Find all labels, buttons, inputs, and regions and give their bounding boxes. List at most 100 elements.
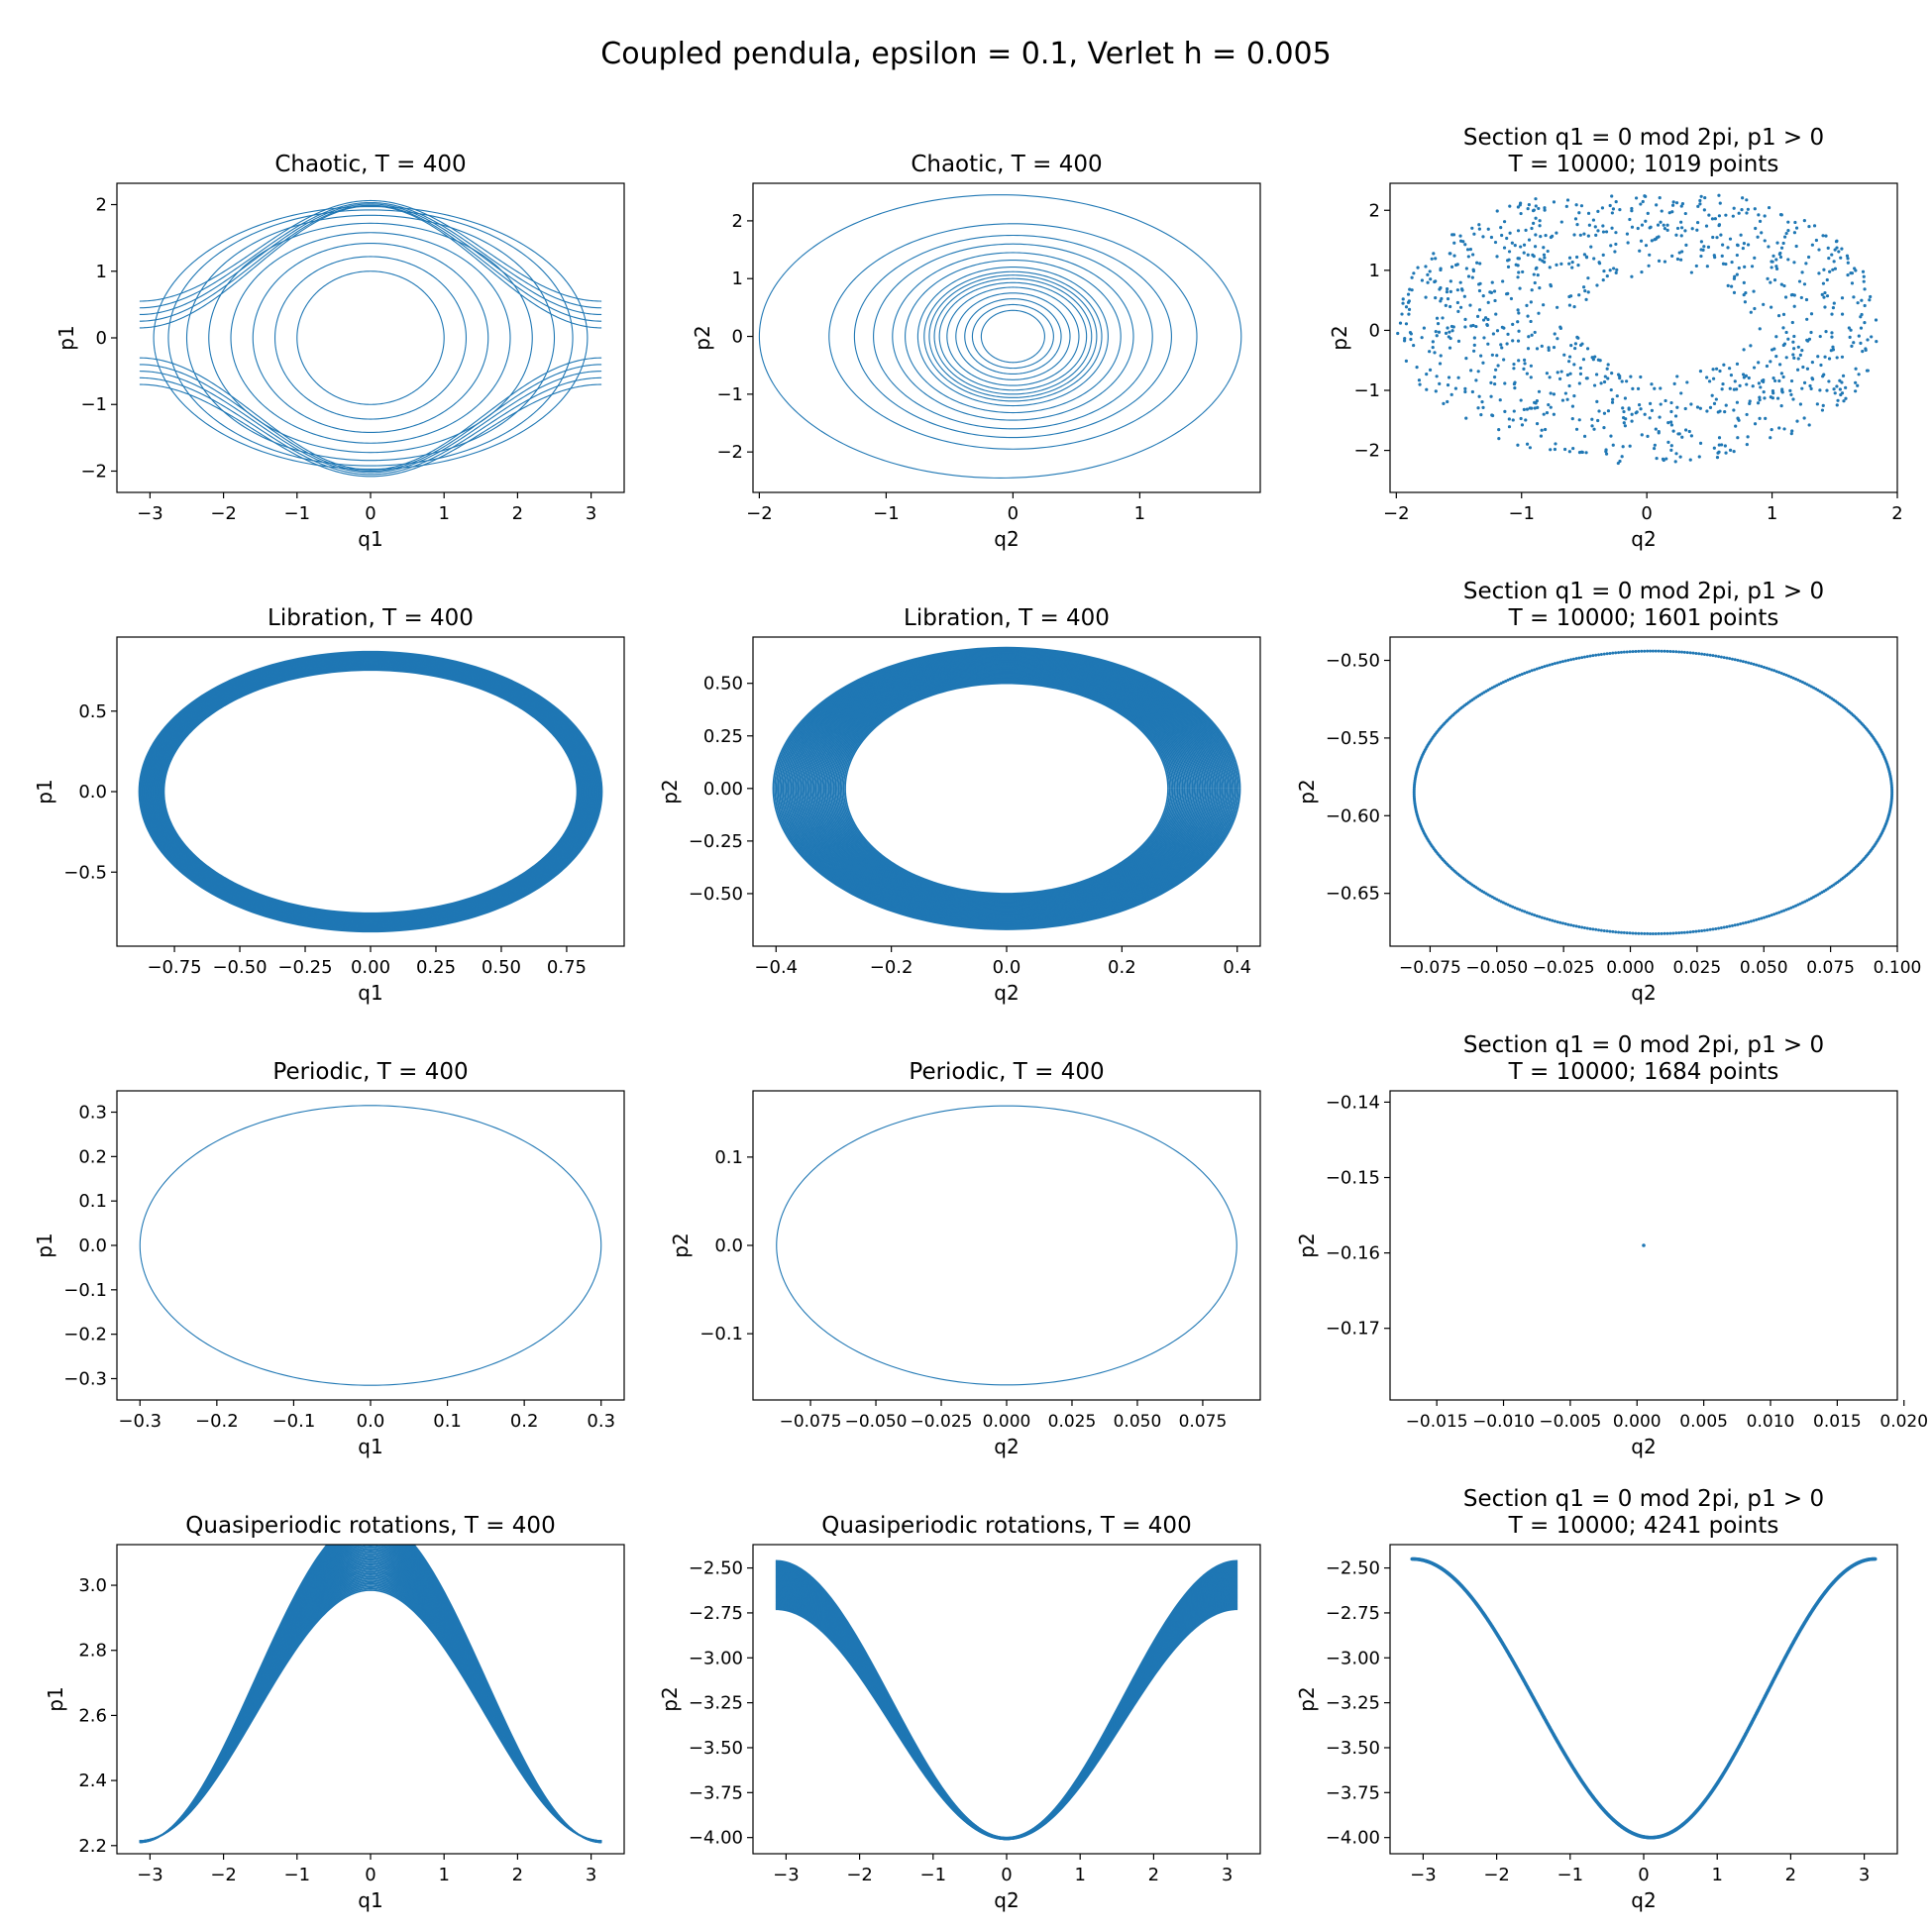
subplot-title: Section q1 = 0 mod 2pi, p1 > 0 (1463, 1486, 1824, 1512)
section-point (1508, 904, 1512, 908)
section-point (1712, 401, 1717, 405)
x-tick-label: 0.050 (1114, 1412, 1162, 1432)
section-point (1581, 358, 1586, 362)
orbit-line (811, 666, 1202, 912)
section-point (1529, 376, 1533, 379)
y-tick-label: 0.0 (78, 1235, 107, 1256)
section-point (1854, 268, 1858, 272)
section-point (1747, 661, 1751, 665)
section-point (1446, 297, 1450, 301)
section-point (1707, 213, 1711, 217)
section-point (1680, 650, 1683, 654)
section-point (1479, 413, 1483, 417)
section-point (1592, 257, 1596, 261)
section-point (1804, 297, 1809, 302)
section-point (1513, 380, 1517, 384)
section-point (1852, 295, 1856, 299)
section-point (1733, 379, 1737, 383)
section-point (1649, 225, 1653, 229)
section-point (1728, 657, 1732, 661)
section-point (1552, 345, 1556, 350)
section-point (1499, 226, 1503, 230)
y-tick-label: −3.00 (689, 1648, 743, 1668)
section-point (1708, 927, 1712, 931)
section-point (1434, 296, 1438, 300)
section-point (1475, 261, 1479, 265)
section-point (1608, 929, 1612, 933)
section-point (1663, 227, 1666, 231)
section-point (1639, 375, 1643, 379)
y-tick-label: −3.50 (1326, 1738, 1380, 1759)
section-point (1506, 678, 1510, 682)
section-point (1715, 456, 1720, 460)
x-tick-label: −0.3 (118, 1411, 161, 1432)
section-point (1428, 350, 1432, 354)
section-point (1837, 250, 1841, 254)
section-point (1481, 405, 1485, 409)
section-point (1664, 398, 1667, 403)
section-point (1504, 679, 1508, 683)
section-point (1750, 265, 1755, 268)
section-point (1840, 380, 1844, 384)
section-point (1582, 232, 1586, 236)
section-point (1732, 206, 1736, 210)
section-point (1695, 405, 1700, 409)
section-point (1679, 234, 1683, 238)
x-axis-label: q1 (358, 1888, 382, 1912)
orbit-line (789, 655, 1225, 922)
orbit-line (971, 303, 1054, 370)
section-point (1730, 284, 1734, 288)
section-point (1846, 272, 1850, 277)
section-point (1644, 194, 1648, 198)
section-point (1507, 258, 1511, 262)
orbit-line (892, 252, 1134, 421)
y-tick-label: 2 (732, 211, 743, 232)
section-point (1766, 276, 1770, 280)
section-point (1789, 675, 1793, 679)
section-point (1533, 913, 1537, 917)
subplot-quasi-q2p2: −3 −2 −1 0 1 2 3 −4.00 −3.75 −3.50 −3.25 −3.00 −2.75… (658, 1513, 1261, 1912)
x-axis-label: q2 (994, 1435, 1019, 1458)
section-point (1599, 381, 1603, 385)
section-point (1665, 649, 1669, 653)
section-point (1439, 267, 1443, 270)
section-point (1675, 226, 1680, 231)
section-point (1742, 242, 1746, 246)
section-point (1577, 451, 1582, 455)
section-point (1452, 254, 1456, 258)
section-point (1714, 654, 1718, 658)
section-point (1746, 243, 1751, 247)
x-tick-label: 1 (1711, 1865, 1722, 1885)
section-point (1555, 263, 1558, 267)
section-point (1774, 355, 1778, 359)
section-point (1507, 425, 1512, 429)
section-point (1737, 211, 1741, 215)
section-point (1838, 387, 1842, 391)
section-point (1764, 416, 1768, 420)
section-point (1721, 262, 1726, 266)
section-point (1779, 246, 1784, 250)
section-point (1441, 316, 1445, 320)
section-point (1472, 349, 1476, 353)
section-point (1412, 343, 1416, 348)
section-point (1845, 254, 1850, 258)
section-point (1647, 264, 1651, 268)
section-point (1807, 337, 1812, 341)
section-point (1830, 253, 1834, 257)
section-point (1637, 931, 1641, 935)
section-point (1666, 440, 1670, 444)
section-point (1526, 253, 1530, 257)
section-point (1628, 217, 1632, 222)
y-tick-label: −3.00 (1326, 1648, 1380, 1668)
section-point (1429, 277, 1433, 281)
section-point (1666, 420, 1670, 425)
section-point (1724, 213, 1728, 217)
section-point (1480, 400, 1484, 404)
section-point (1516, 205, 1520, 209)
section-point (1835, 356, 1839, 360)
section-point (1749, 919, 1753, 923)
section-point (1559, 220, 1563, 224)
section-point (1689, 270, 1693, 274)
section-point (1784, 330, 1788, 335)
section-point (1649, 649, 1653, 653)
